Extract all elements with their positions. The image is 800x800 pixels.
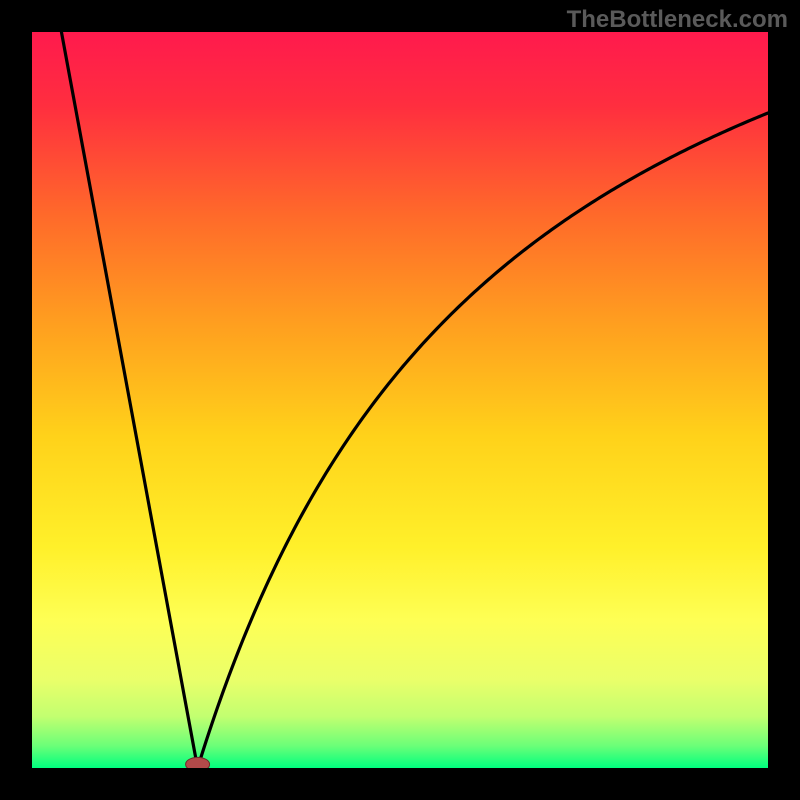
chart-background [32,32,768,768]
optimal-point-marker [186,757,210,768]
chart-container: TheBottleneck.com [0,0,800,800]
watermark-text: TheBottleneck.com [567,6,788,34]
bottleneck-chart [32,32,768,768]
